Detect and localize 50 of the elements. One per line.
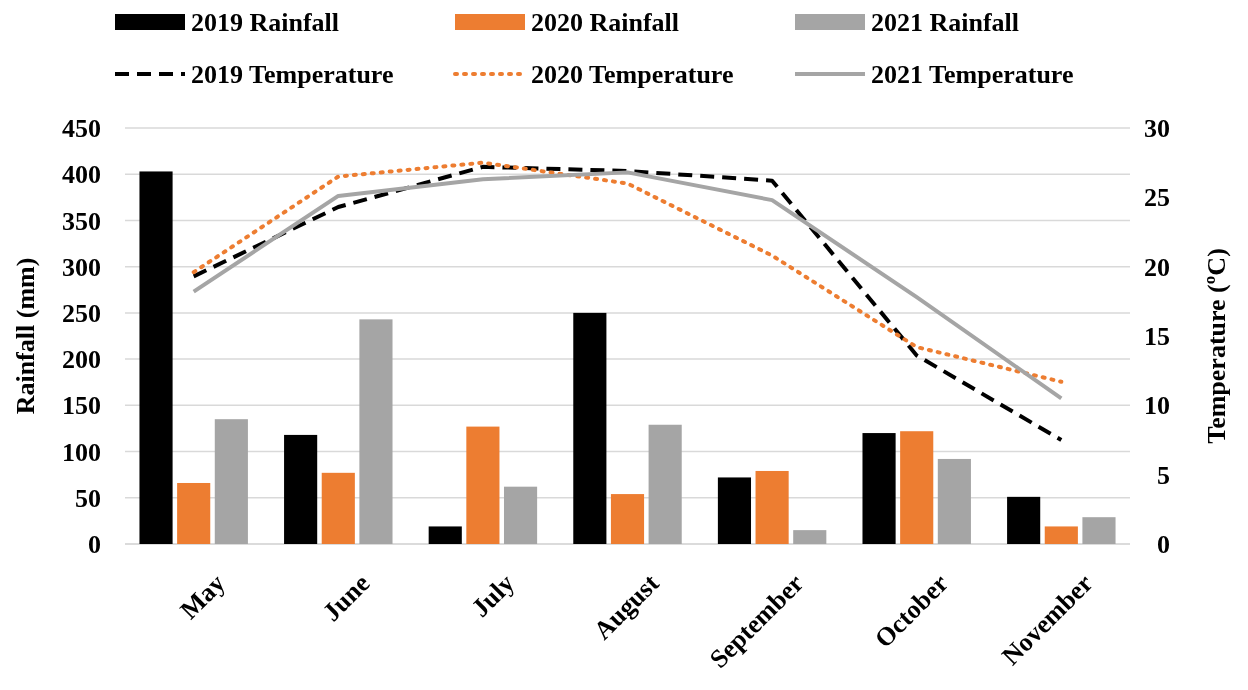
bar — [359, 319, 393, 544]
bar — [900, 431, 934, 544]
bar — [573, 312, 607, 544]
y-tick-label: 0 — [88, 530, 101, 560]
legend-label: 2020 Rainfall — [531, 8, 680, 37]
line-series — [191, 164, 1064, 442]
bar — [648, 424, 682, 544]
bar — [139, 171, 173, 544]
y2-tick-label: 0 — [1157, 530, 1170, 560]
bar — [503, 486, 538, 544]
bar — [466, 426, 500, 544]
y2-tick-label: 20 — [1144, 252, 1170, 282]
bar — [428, 526, 462, 544]
bar — [214, 419, 248, 544]
legend-label: 2020 Temperature — [531, 60, 734, 89]
y2-tick-label: 5 — [1157, 460, 1170, 490]
bar — [937, 458, 971, 544]
legend-label: 2021 Rainfall — [871, 8, 1020, 37]
y-tick-label: 250 — [62, 298, 101, 328]
x-tick-label: May — [174, 568, 231, 625]
y-tick-label: 300 — [62, 252, 101, 282]
bar — [717, 477, 752, 544]
y-tick-label: 50 — [75, 483, 101, 513]
bar — [755, 470, 789, 544]
x-tick-label: July — [465, 568, 521, 623]
bar — [177, 482, 211, 544]
bar — [284, 434, 318, 544]
y2-tick-label: 30 — [1144, 114, 1170, 144]
bar — [610, 494, 645, 544]
y2-tick-label: 25 — [1144, 183, 1170, 213]
legend-label: 2019 Temperature — [191, 60, 394, 89]
y-tick-label: 450 — [62, 114, 101, 144]
y-tick-label: 400 — [62, 160, 101, 190]
bar — [793, 530, 827, 544]
y-tick-label: 100 — [62, 437, 101, 467]
y-tick-label: 200 — [62, 345, 101, 375]
bar — [321, 472, 355, 544]
x-tick-label: June — [317, 568, 376, 627]
bar — [1044, 526, 1078, 544]
y-tick-label: 150 — [62, 391, 101, 421]
legend-label: 2021 Temperature — [871, 60, 1074, 89]
y-axis-title: Rainfall (mm) — [11, 257, 40, 415]
bar — [862, 433, 896, 544]
y-tick-label: 350 — [62, 206, 101, 236]
legend-label: 2019 Rainfall — [191, 8, 340, 37]
y2-axis-title: Temperature (ºC) — [1202, 248, 1231, 444]
y2-tick-label: 15 — [1144, 322, 1170, 352]
bar — [1007, 496, 1041, 544]
bar — [1082, 517, 1116, 544]
y2-tick-label: 10 — [1144, 391, 1170, 421]
